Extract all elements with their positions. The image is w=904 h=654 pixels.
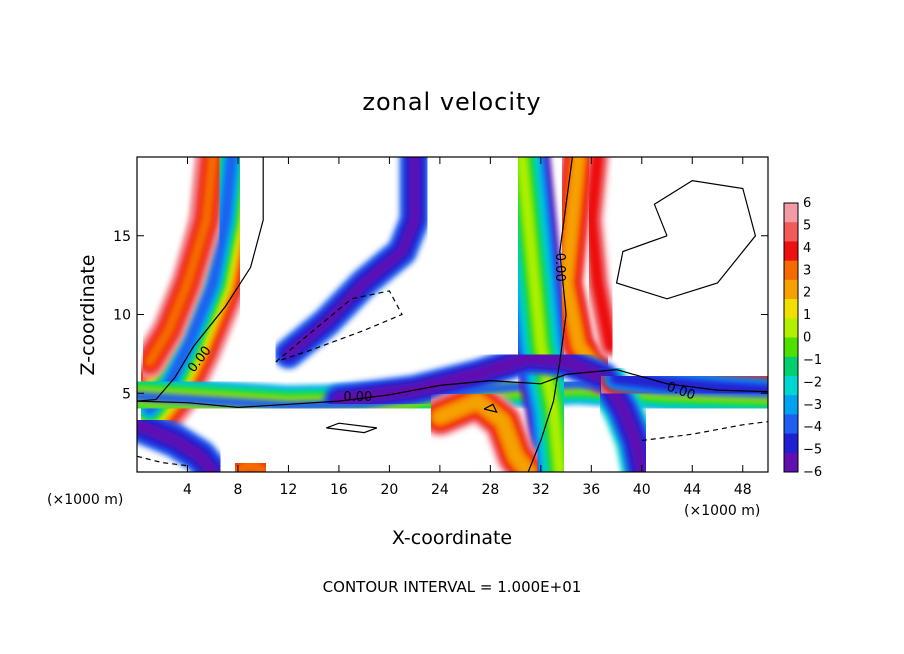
colorbar-tick-label: −2 xyxy=(803,375,822,390)
left-plume-warm-band-3 xyxy=(143,157,219,368)
contour-label-1: 0.00 xyxy=(343,390,372,405)
colorbar-swatch xyxy=(784,203,798,223)
colorbar-tick-label: −1 xyxy=(803,353,822,368)
colorbar-tick-label: 6 xyxy=(803,196,811,211)
colorbar-swatch xyxy=(784,241,798,262)
contour-line-small-loop xyxy=(326,422,378,434)
contour-line-upper-right xyxy=(615,179,757,300)
colorbar-swatch xyxy=(784,318,798,338)
x-tick-label: 12 xyxy=(280,482,298,498)
y-tick-label: 15 xyxy=(113,229,131,245)
contour-label-2: 0.00 xyxy=(552,253,567,282)
colorbar-tick-label: −4 xyxy=(803,420,822,435)
colorbar-tick-label: −6 xyxy=(803,465,822,480)
colorbar-tick-label: 4 xyxy=(803,241,811,256)
central-column-band-6 xyxy=(516,157,565,472)
central-column-orange-band-1 xyxy=(584,157,618,353)
colorbar-swatch xyxy=(784,337,798,358)
contour-line-tiny-loop xyxy=(483,403,498,413)
contour-line-dashed-right xyxy=(641,421,768,442)
x-axis-label: X-coordinate xyxy=(391,527,513,549)
colorbar-tick-label: 2 xyxy=(803,286,811,301)
colorbar-tick-label: −3 xyxy=(803,398,822,413)
contour-line-zero-left xyxy=(137,157,264,402)
colorbar-swatch xyxy=(784,222,798,242)
colorbar-swatch xyxy=(784,299,798,319)
heatmap-field xyxy=(137,157,768,472)
colorbar-tick-label: 3 xyxy=(803,263,811,278)
x-tick-label: 28 xyxy=(481,482,499,498)
x-tick-label: 24 xyxy=(431,482,449,498)
x-tick-label: 40 xyxy=(633,482,651,498)
x-tick-label: 32 xyxy=(532,482,550,498)
x-tick-label: 44 xyxy=(683,482,701,498)
contour-line-zero-jet xyxy=(137,368,768,409)
colorbar-swatch xyxy=(784,452,798,473)
bottom-left-warm-band-1 xyxy=(231,457,271,472)
colorbar-tick-label: 1 xyxy=(803,308,811,323)
colorbar-swatch xyxy=(784,375,798,396)
x-tick-label: 16 xyxy=(330,482,348,498)
x-tick-label: 48 xyxy=(734,482,752,498)
x-axis-unit-left: (×1000 m) xyxy=(47,492,124,508)
y-tick-label: 5 xyxy=(122,386,131,402)
colorbar-tick-label: −5 xyxy=(803,443,822,458)
mid-jet-band-2 xyxy=(331,351,611,407)
bottom-left-band-2 xyxy=(137,418,219,472)
x-axis-unit-right: (×1000 m) xyxy=(684,503,761,519)
y-tick-label: 10 xyxy=(113,308,131,324)
right-jet-band-4 xyxy=(610,371,768,398)
chart-title: zonal velocity xyxy=(362,88,542,116)
contour-line-zero-column xyxy=(527,157,573,472)
colorbar-frame xyxy=(783,202,799,473)
colorbar-swatch xyxy=(784,414,798,435)
upper-trough-band-2 xyxy=(283,157,420,359)
colorbar-swatch xyxy=(784,356,798,377)
colorbar-tick-label: 5 xyxy=(803,218,811,233)
y-axis-label: Z-coordinate xyxy=(77,254,99,376)
x-tick-label: 20 xyxy=(380,482,398,498)
x-tick-label: 8 xyxy=(233,482,242,498)
colorbar-swatch xyxy=(784,395,798,415)
x-tick-label: 4 xyxy=(183,482,192,498)
lower-warm-band-3 xyxy=(432,394,536,472)
colorbar-swatch xyxy=(784,279,798,300)
contour-interval-note: CONTOUR INTERVAL = 1.000E+01 xyxy=(322,578,582,596)
colorbar-swatch xyxy=(784,433,798,454)
colorbar-swatch xyxy=(784,260,798,281)
x-tick-label: 36 xyxy=(582,482,600,498)
contour-line-dashed-trough xyxy=(275,290,403,363)
colorbar-tick-label: 0 xyxy=(803,331,811,346)
